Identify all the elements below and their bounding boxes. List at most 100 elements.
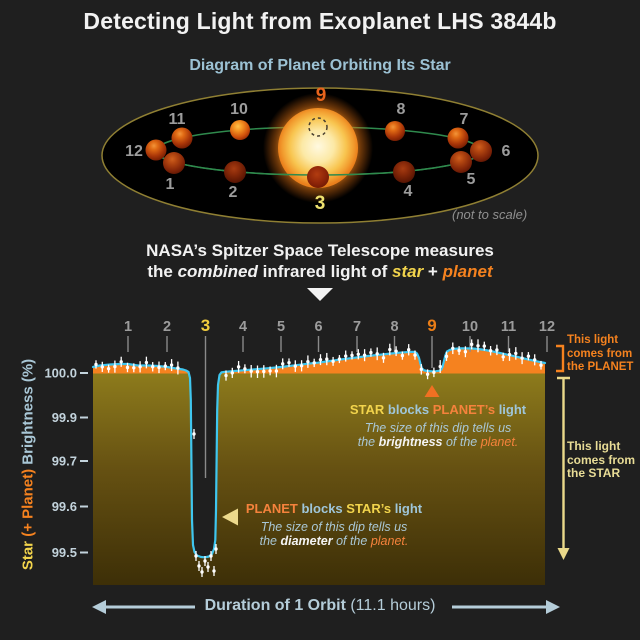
- orbit-position-label-6: 6: [502, 143, 511, 160]
- data-point: [325, 357, 329, 361]
- x-tick-label-7: 7: [353, 319, 361, 335]
- eclipse-pointer-triangle-icon: [424, 385, 440, 397]
- transit-pointer-triangle-icon: [222, 508, 238, 526]
- data-point: [212, 569, 216, 573]
- data-point: [197, 564, 201, 568]
- orbit-planet-2: [224, 161, 246, 183]
- data-point: [163, 364, 167, 368]
- data-point: [100, 365, 105, 369]
- orbit-planet-8: [385, 121, 405, 141]
- star-light-arrow-line: [557, 376, 570, 548]
- y-tick-label-99.6: 99.6: [52, 499, 77, 514]
- not-to-scale-note: (not to scale): [452, 207, 528, 222]
- data-point: [176, 366, 180, 370]
- data-point: [533, 358, 537, 362]
- data-point: [482, 344, 486, 348]
- data-point: [514, 351, 518, 356]
- orbit-position-label-11: 11: [169, 111, 186, 128]
- right-label-planet-light: This light comes from the PLANET: [567, 334, 634, 373]
- measure-caption-line1: NASA’s Spitzer Space Telescope measures: [146, 241, 494, 260]
- data-point: [306, 359, 310, 364]
- data-point: [113, 364, 117, 369]
- x-tick-label-11: 11: [501, 319, 516, 335]
- data-point: [381, 356, 386, 360]
- data-point: [350, 353, 354, 358]
- orbit-planet-11: [171, 127, 193, 149]
- data-point: [476, 344, 480, 348]
- x-tick-label-8: 8: [390, 319, 398, 335]
- orbit-position-label-5: 5: [467, 171, 476, 188]
- data-point: [200, 570, 204, 574]
- transit-annotation-line2: The size of this dip tells us: [260, 520, 408, 534]
- data-point: [206, 565, 210, 569]
- data-point: [318, 357, 323, 362]
- data-point: [214, 547, 218, 551]
- data-points: [94, 339, 543, 577]
- data-point: [463, 350, 468, 354]
- data-point: [262, 369, 266, 374]
- orbit-diagram-subtitle: Diagram of Planet Orbiting Its Star: [189, 57, 451, 74]
- orbit-position-label-4: 4: [404, 183, 413, 200]
- data-point: [192, 432, 196, 436]
- orbit-planet-4: [393, 161, 415, 183]
- orbit-planet-10: [230, 120, 250, 140]
- data-point: [274, 369, 279, 373]
- transit-notch: [186, 373, 222, 558]
- data-point: [106, 366, 111, 371]
- data-point: [520, 356, 524, 360]
- data-point: [224, 373, 228, 378]
- data-point: [501, 355, 505, 359]
- data-point: [144, 360, 149, 365]
- eclipse-annotation-line2: The size of this dip tells us: [364, 421, 512, 435]
- x-tick-label-1: 1: [124, 319, 132, 335]
- data-point: [151, 365, 155, 369]
- y-tick-label-99.9: 99.9: [52, 410, 77, 425]
- data-point: [394, 349, 398, 353]
- orbit-planet-3-transiting: [307, 166, 329, 188]
- x-tick-label-6: 6: [314, 319, 322, 335]
- data-point: [281, 362, 285, 366]
- planet-light-area: [93, 348, 545, 374]
- star: [278, 108, 358, 188]
- orbit-position-label-12: 12: [125, 143, 143, 160]
- data-point: [388, 347, 392, 352]
- data-point: [94, 362, 98, 367]
- y-tick-label-100.0: 100.0: [44, 366, 77, 381]
- data-point: [243, 367, 247, 371]
- x-tick-label-3: 3: [201, 316, 210, 335]
- planet-light-bracket-icon: [556, 344, 565, 373]
- orbit-planet-7: [447, 127, 469, 149]
- data-point: [132, 366, 136, 370]
- orbit-planet-5: [450, 151, 472, 173]
- data-point: [236, 365, 241, 369]
- data-point: [119, 360, 123, 364]
- data-point: [312, 361, 316, 365]
- orbit-position-label-3: 3: [315, 193, 326, 214]
- data-point: [488, 349, 493, 353]
- data-point: [425, 372, 430, 376]
- star-light-area: [93, 373, 545, 585]
- data-point: [268, 369, 272, 373]
- data-point: [230, 371, 234, 375]
- data-point: [194, 554, 198, 558]
- orbit-duration-caption: Duration of 1 Orbit (11.1 hours): [204, 597, 436, 614]
- data-point: [369, 350, 373, 355]
- data-point: [444, 354, 449, 359]
- transit-annotation-line1: PLANET blocks STAR’s light: [245, 501, 423, 516]
- orbit-planet-6: [470, 140, 492, 162]
- data-point: [157, 365, 161, 370]
- x-tick-label-5: 5: [277, 319, 285, 335]
- data-point: [169, 363, 174, 367]
- duration-arrowhead-right-icon: [546, 600, 560, 614]
- data-point: [293, 364, 297, 368]
- y-axis-title: Star (+ Planet) Brightness (%): [19, 358, 37, 571]
- data-point: [507, 352, 512, 357]
- orbit-planet-1: [163, 152, 185, 174]
- data-point: [432, 370, 436, 375]
- down-triangle-icon: [307, 288, 333, 301]
- data-point: [419, 367, 423, 372]
- data-point: [209, 554, 213, 558]
- orbit-position-label-8: 8: [397, 101, 406, 118]
